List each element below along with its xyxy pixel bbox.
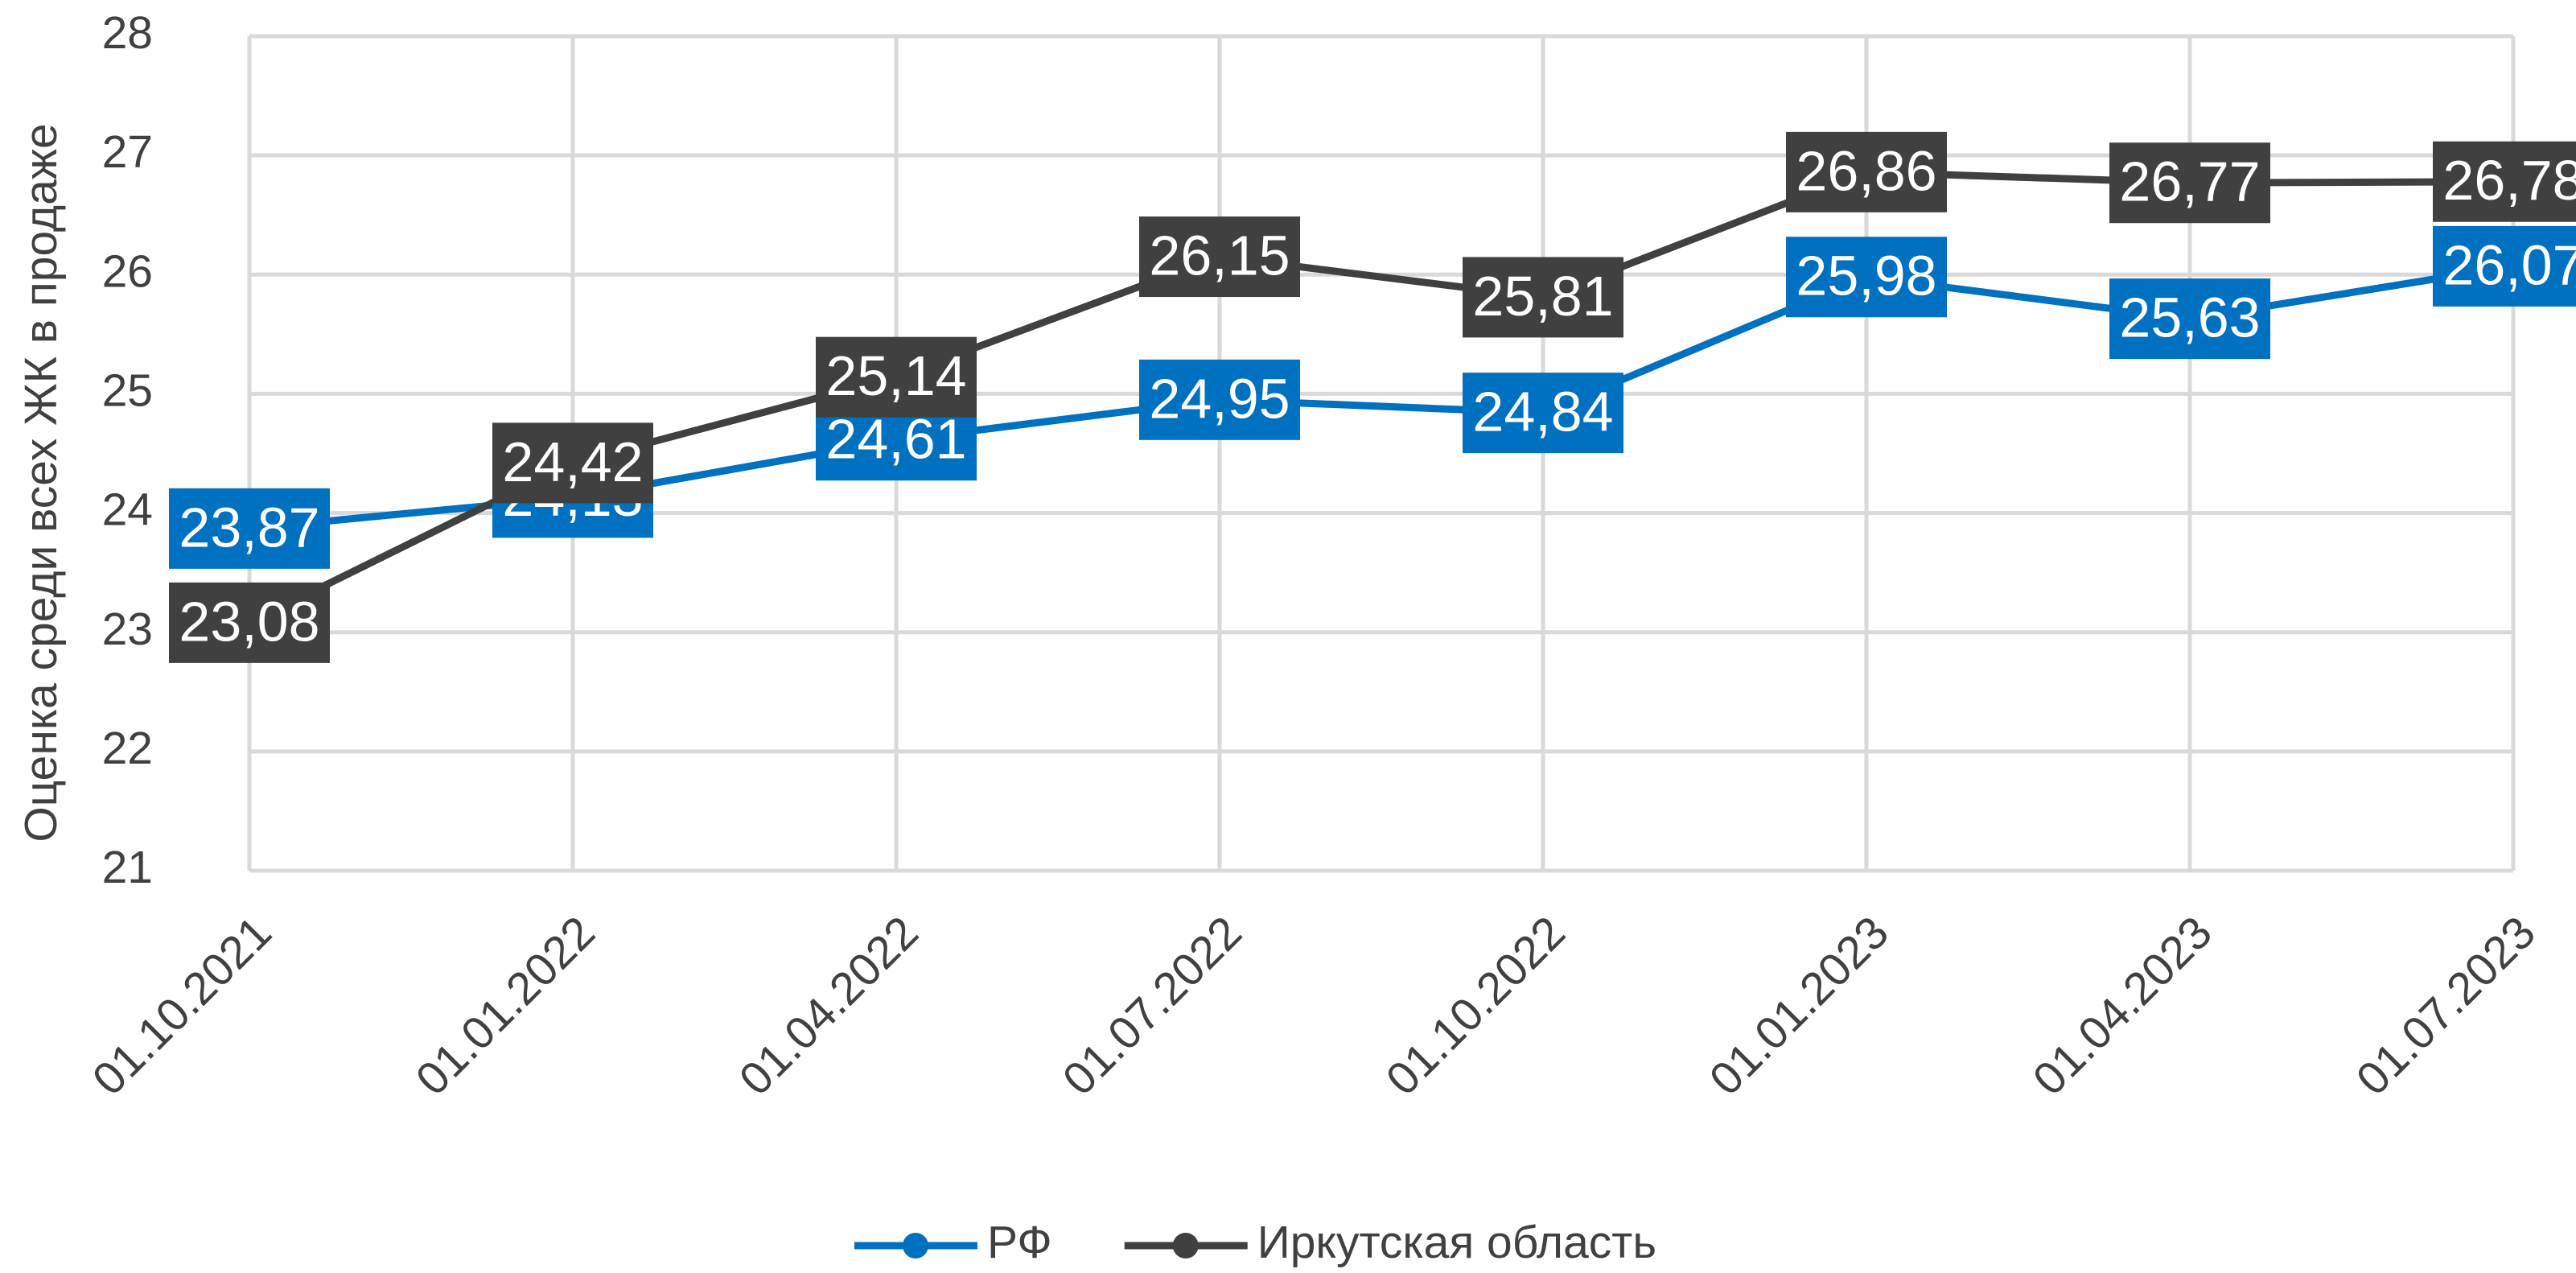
x-tick-label: 01.01.2023 xyxy=(1700,907,1899,1106)
data-label-box xyxy=(2433,225,2576,307)
series-line xyxy=(248,168,2514,626)
y-tick-label: 26 xyxy=(102,245,153,297)
data-label-box xyxy=(1139,359,1300,440)
x-tick-label: 01.10.2022 xyxy=(1376,907,1575,1106)
data-label: 24,84 xyxy=(1472,381,1613,443)
x-tick-label: 01.07.2022 xyxy=(1053,907,1252,1106)
data-label: 26,07 xyxy=(2442,233,2576,296)
legend-marker xyxy=(903,1233,928,1259)
y-tick-label: 23 xyxy=(102,604,153,655)
data-label: 23,87 xyxy=(179,496,319,558)
y-tick-label: 27 xyxy=(102,126,153,178)
data-label: 24,61 xyxy=(825,408,966,471)
x-tick-label: 01.04.2022 xyxy=(730,907,928,1106)
legend-label: Иркутская область xyxy=(1257,1217,1656,1268)
data-label: 24,95 xyxy=(1149,367,1290,430)
data-label: 26,77 xyxy=(2119,150,2260,213)
x-tick-label: 01.07.2023 xyxy=(2347,907,2545,1106)
x-tick-label: 01.10.2021 xyxy=(83,907,282,1106)
y-tick-label: 22 xyxy=(102,723,153,774)
data-label: 24,42 xyxy=(502,431,643,493)
legend-label: РФ xyxy=(987,1217,1052,1268)
y-axis-label: Оценка среди всех ЖК в продаже xyxy=(15,123,67,842)
data-label-box xyxy=(1139,216,1300,298)
data-label-box xyxy=(2109,278,2270,360)
data-label-box xyxy=(1463,257,1623,338)
data-label: 23,08 xyxy=(179,590,319,653)
data-label: 25,63 xyxy=(2119,286,2260,349)
data-label: 25,98 xyxy=(1796,245,1936,307)
data-label-box xyxy=(169,582,330,663)
y-tick-label: 24 xyxy=(102,484,153,536)
data-label-box xyxy=(1786,131,1947,212)
data-label-box xyxy=(169,488,330,569)
data-label-box xyxy=(2109,142,2270,224)
x-tick-label: 01.04.2023 xyxy=(2023,907,2222,1106)
y-tick-label: 28 xyxy=(102,7,153,59)
data-label: 26,78 xyxy=(2442,149,2576,212)
y-tick-label: 21 xyxy=(102,842,153,893)
data-label-box xyxy=(492,422,653,504)
data-label-box xyxy=(816,336,977,418)
data-label-box xyxy=(2433,141,2576,222)
legend-marker xyxy=(1172,1233,1199,1259)
data-label: 26,15 xyxy=(1149,225,1290,287)
data-label: 26,86 xyxy=(1796,139,1936,202)
data-label: 25,14 xyxy=(825,344,966,407)
data-label-box xyxy=(1786,237,1947,318)
x-tick-label: 01.01.2022 xyxy=(406,907,605,1106)
data-label-box xyxy=(1463,373,1623,454)
data-label: 25,81 xyxy=(1472,265,1613,328)
y-tick-label: 25 xyxy=(102,365,153,416)
